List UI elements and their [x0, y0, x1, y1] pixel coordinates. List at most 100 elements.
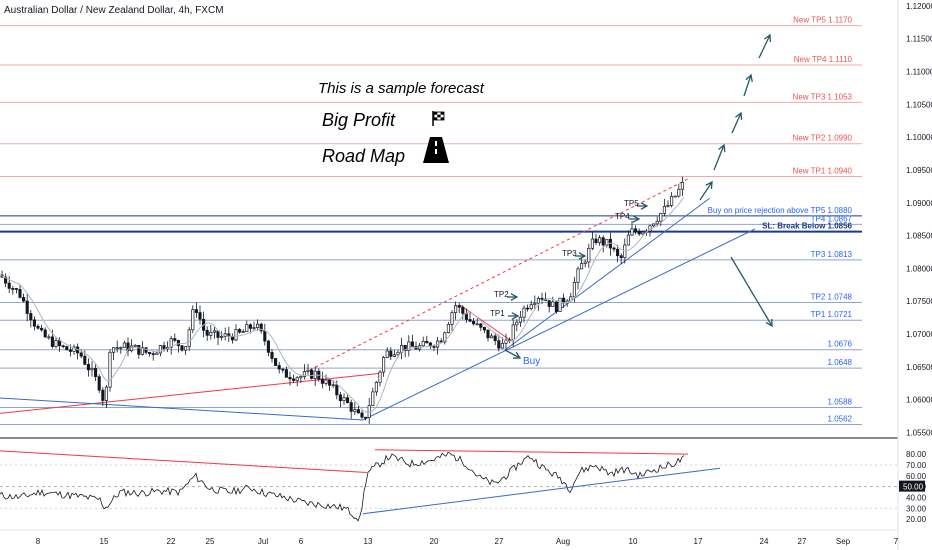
- tp2-annotation: TP2: [494, 290, 509, 299]
- candle-body: [169, 338, 173, 348]
- candle-body: [162, 345, 166, 349]
- candle-body: [450, 312, 454, 325]
- candle-body: [324, 379, 328, 384]
- y-tick-label: 1.10500: [906, 100, 932, 109]
- candle-body: [439, 340, 443, 343]
- candle-body: [32, 319, 36, 327]
- x-tick-label: 13: [364, 537, 373, 546]
- buy-arrow: [504, 349, 521, 359]
- x-tick-label: 17: [694, 537, 703, 546]
- x-tick-label: 6: [299, 537, 304, 546]
- candle-body: [493, 335, 497, 342]
- y-tick-label: 1.07000: [906, 330, 932, 339]
- x-tick-label: 7: [894, 537, 899, 546]
- osc-current-value-badge: [899, 480, 925, 492]
- candle-body: [252, 327, 256, 329]
- candle-body: [295, 377, 299, 381]
- x-tick-label: 15: [100, 537, 109, 546]
- tp2-arrow-head: [510, 293, 519, 301]
- candle-body: [637, 231, 641, 235]
- candle-body: [425, 340, 429, 344]
- candle-body: [94, 368, 98, 378]
- candle-body: [112, 347, 116, 353]
- candle-body: [90, 368, 94, 371]
- forecast-arrow-4: [743, 74, 752, 97]
- support-trendline-lower: [0, 397, 364, 421]
- candle-body: [655, 220, 659, 225]
- candle-body: [673, 195, 677, 198]
- candle-body: [306, 369, 310, 372]
- y-tick-label: 1.11000: [906, 68, 932, 77]
- candle-body: [482, 326, 486, 331]
- candle-body: [443, 332, 447, 343]
- candle-body: [61, 345, 65, 348]
- candle-body: [184, 346, 188, 351]
- candle-body: [158, 345, 162, 354]
- candle-body: [511, 324, 515, 341]
- candle-body: [155, 352, 159, 355]
- candle-body: [572, 282, 576, 298]
- candle-body: [385, 350, 389, 358]
- candle-body: [4, 276, 8, 284]
- candle-body: [378, 371, 382, 383]
- osc-y-tick: 80.00: [906, 450, 927, 459]
- candle-body: [79, 352, 83, 357]
- candle-body: [392, 354, 396, 357]
- candle-body: [101, 389, 105, 401]
- candle-body: [176, 340, 180, 347]
- candle-body: [446, 324, 450, 334]
- candle-body: [371, 391, 375, 406]
- osc-y-tick: 30.00: [906, 504, 927, 513]
- y-tick-label: 1.06500: [906, 363, 932, 372]
- candle-body: [526, 307, 530, 310]
- candle-body: [410, 341, 414, 347]
- candle-body: [662, 205, 666, 214]
- level-label: TP3 1.0813: [811, 250, 853, 259]
- candle-body: [432, 346, 436, 348]
- forecast-arrow-down: [730, 256, 773, 327]
- osc-y-tick: 40.00: [906, 493, 927, 502]
- y-tick-label: 1.11500: [906, 35, 932, 44]
- candle-body: [634, 228, 638, 232]
- candle-body: [389, 350, 393, 357]
- level-label: TP1 1.0721: [811, 310, 853, 319]
- candle-body: [364, 416, 368, 419]
- candle-body: [342, 397, 346, 402]
- forecast-arrow-5: [758, 34, 771, 59]
- candle-body: [554, 301, 558, 312]
- osc-blue-trendline: [362, 467, 721, 515]
- candle-body: [349, 402, 353, 412]
- candle-body: [421, 340, 425, 347]
- buy-arrow-head: [512, 351, 522, 359]
- candle-body: [292, 378, 296, 381]
- forecast-arrow-5-head: [763, 33, 772, 43]
- candle-body: [403, 344, 407, 351]
- candle-body: [612, 247, 616, 250]
- road-icon: [423, 137, 449, 163]
- osc-red-top-line: [374, 449, 689, 455]
- candle-body: [619, 255, 623, 258]
- candle-body: [274, 358, 278, 366]
- candle-body: [86, 363, 90, 371]
- y-tick-label: 1.08000: [906, 264, 932, 273]
- candle-body: [234, 329, 238, 341]
- osc-red-trendline: [0, 450, 368, 474]
- candle-body: [536, 297, 540, 304]
- x-tick-label: 10: [629, 537, 638, 546]
- level-label: New TP2 1.0990: [793, 134, 853, 143]
- candle-body: [331, 384, 335, 387]
- candle-body: [587, 247, 591, 263]
- forecast-arrow-down-head: [765, 318, 773, 328]
- candle-body: [497, 340, 501, 349]
- y-tick-label: 1.09000: [906, 199, 932, 208]
- forecast-arrow-1-head: [705, 180, 713, 190]
- candle-body: [256, 323, 260, 328]
- candle-body: [580, 263, 584, 270]
- candle-body: [220, 336, 224, 338]
- candle-body: [194, 309, 198, 313]
- candle-body: [598, 237, 602, 244]
- moving-average-line: [0, 196, 685, 414]
- candle-body: [626, 234, 630, 246]
- tp3-annotation: TP3: [562, 249, 577, 258]
- tp3-arrow-head: [578, 252, 587, 260]
